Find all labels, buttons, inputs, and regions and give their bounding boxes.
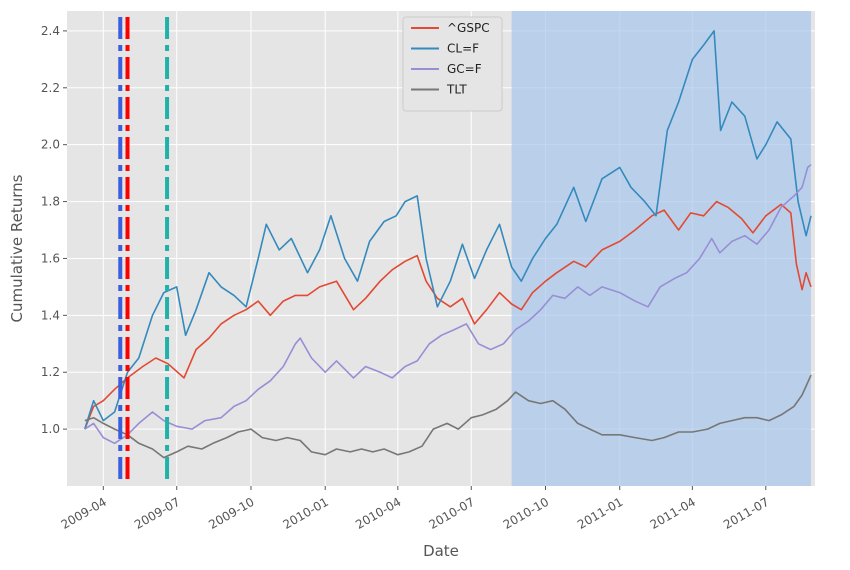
series-line-gcf bbox=[84, 163, 812, 445]
y-tick-label: 2.0 bbox=[41, 138, 60, 152]
legend-label: CL=F bbox=[447, 42, 479, 56]
series-line-clf bbox=[84, 30, 812, 430]
x-tick-label: 2011-01 bbox=[575, 495, 625, 532]
x-tick-label: 2010-04 bbox=[353, 495, 403, 532]
x-tick-label: 2009-10 bbox=[206, 495, 256, 532]
series-line-tlt bbox=[84, 374, 812, 459]
y-tick-label: 1.8 bbox=[41, 195, 60, 209]
x-tick-label: 2010-01 bbox=[280, 495, 330, 532]
series-lines bbox=[84, 30, 812, 459]
legend-label: ^GSPC bbox=[447, 21, 490, 35]
legend-box bbox=[402, 16, 503, 112]
x-axis-label: Date bbox=[423, 542, 459, 560]
shaded-region bbox=[511, 11, 811, 486]
x-tick-label: 2009-04 bbox=[59, 495, 109, 532]
x-tick-label: 2011-07 bbox=[721, 495, 771, 532]
x-tick-label: 2010-07 bbox=[427, 495, 477, 532]
legend-label: TLT bbox=[446, 83, 467, 97]
y-tick-label: 1.4 bbox=[41, 308, 60, 322]
y-tick-label: 1.0 bbox=[41, 422, 60, 436]
x-tick-label: 2010-10 bbox=[501, 495, 551, 532]
vertical-marker-lines bbox=[118, 17, 170, 482]
x-tick-label: 2009-07 bbox=[132, 495, 182, 532]
series-line-gspc bbox=[84, 200, 812, 430]
y-axis-label: Cumulative Returns bbox=[8, 174, 26, 322]
shaded-region-layer bbox=[511, 11, 811, 486]
legend: ^GSPC CL=F GC=F TLT bbox=[402, 16, 503, 112]
legend-label: GC=F bbox=[447, 62, 482, 76]
x-tick-label: 2011-04 bbox=[648, 495, 698, 532]
y-tick-label: 1.6 bbox=[41, 251, 60, 265]
y-tick-label: 2.2 bbox=[41, 81, 60, 95]
y-tick-label: 1.2 bbox=[41, 365, 60, 379]
y-tick-label: 2.4 bbox=[41, 24, 60, 38]
